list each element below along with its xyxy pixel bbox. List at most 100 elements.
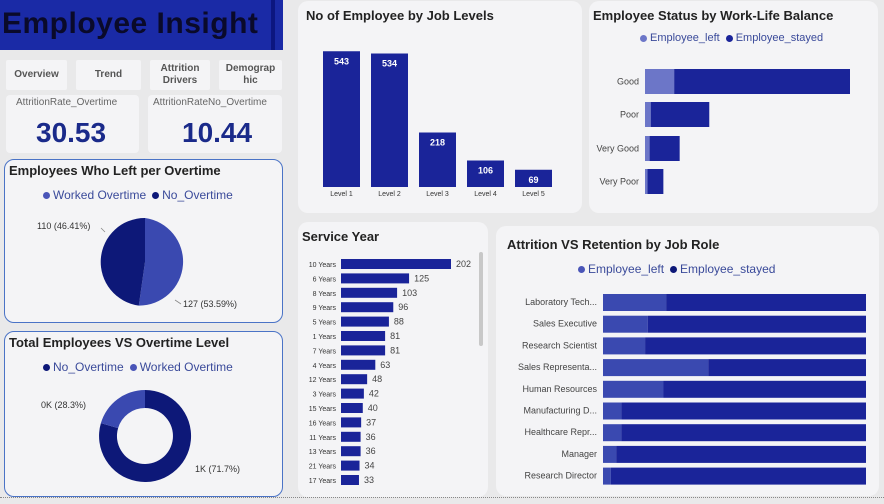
legend-label: Employee_left (650, 32, 720, 44)
job-role-card: Attrition VS Retention by Job Role Emplo… (496, 226, 879, 496)
chart-title: Employees Who Left per Overtime (9, 163, 221, 178)
bar-employee-left[interactable] (603, 359, 709, 377)
kpi-card-overtime: AttritionRate_Overtime 30.53 (6, 95, 139, 153)
y-tick-label: Sales Executive (533, 319, 597, 329)
bar-employee-left[interactable] (603, 445, 617, 463)
y-tick-label: Very Good (596, 144, 639, 154)
work-life-card: Employee Status by Work-Life Balance Emp… (589, 1, 878, 213)
bar-service-year[interactable] (341, 446, 361, 457)
bar-employee-stayed[interactable] (647, 315, 866, 333)
pie-slice-worked-overtime[interactable] (100, 217, 145, 306)
job-role-bar-chart: Laboratory Tech... Sales Executive Researc… (518, 294, 866, 485)
bar-service-year[interactable] (341, 302, 394, 313)
kpi-value: 10.44 (182, 117, 253, 148)
bar-service-year[interactable] (341, 259, 451, 269)
bar-data-label: 125 (414, 273, 429, 283)
bar-employee-stayed[interactable] (610, 467, 866, 485)
x-tick-label: Level 4 (474, 191, 497, 198)
bar-employee-stayed[interactable] (616, 445, 866, 463)
y-tick-label: Manufacturing D... (523, 406, 597, 416)
bar-service-year[interactable] (341, 359, 376, 370)
bar-service-year[interactable] (341, 388, 364, 399)
legend-dot (725, 34, 733, 42)
bar-data-label: 88 (394, 317, 404, 327)
bar-service-year[interactable] (341, 475, 359, 485)
bar-service-year[interactable] (341, 345, 386, 356)
bar-job-level[interactable] (371, 53, 408, 188)
bar-employee-stayed[interactable] (621, 424, 866, 442)
bar-job-level[interactable] (515, 169, 552, 187)
bar-service-year[interactable] (341, 316, 389, 327)
nav-trend-button[interactable]: Trend (76, 60, 141, 90)
kpi-card-no-overtime: AttritionRateNo_Overtime 10.44 (148, 95, 282, 153)
legend-label: No_Overtime (53, 360, 124, 374)
bar-data-label: 534 (382, 59, 397, 69)
y-tick-label: Healthcare Repr... (524, 427, 597, 437)
bar-employee-stayed[interactable] (663, 380, 866, 398)
bar-employee-left[interactable] (603, 315, 648, 333)
y-tick-label: 13 Years (309, 449, 337, 456)
bar-service-year[interactable] (341, 431, 361, 442)
bar-data-label: 103 (402, 288, 417, 298)
y-tick-label: 9 Years (313, 305, 337, 312)
bar-employee-stayed[interactable] (666, 294, 866, 311)
legend-dot (578, 265, 585, 273)
x-tick-label: Level 3 (426, 191, 449, 198)
bar-job-level[interactable] (467, 160, 504, 188)
leader-line (174, 299, 182, 305)
bar-employee-left[interactable] (645, 69, 675, 94)
bar-employee-left[interactable] (645, 169, 648, 194)
dashboard-title-banner: Employee Insight (0, 0, 283, 50)
bar-employee-left[interactable] (645, 136, 650, 161)
bar-employee-stayed[interactable] (674, 69, 850, 94)
work-life-bar-chart: Good Poor Very Good Very Poor (596, 69, 850, 194)
y-tick-label: 16 Years (309, 420, 337, 427)
nav-overview-button[interactable]: Overview (6, 60, 67, 90)
overtime-left-pie: 110 (46.41%) 127 (53.59%) (37, 217, 237, 309)
total-vs-overtime-card: Total Employees VS Overtime Level No_Ove… (4, 331, 283, 497)
legend-dot (152, 191, 160, 199)
chart-legend: No_Overtime Worked Overtime (43, 360, 239, 374)
bar-service-year[interactable] (341, 460, 360, 471)
chart-legend: Worked Overtime No_Overtime (43, 188, 239, 202)
bar-employee-stayed[interactable] (645, 337, 866, 355)
y-tick-label: Research Director (524, 471, 597, 481)
y-tick-label: Good (617, 77, 639, 87)
bar-service-year[interactable] (341, 331, 386, 341)
bar-employee-stayed[interactable] (649, 136, 680, 161)
bar-employee-stayed[interactable] (650, 102, 710, 127)
bar-service-year[interactable] (341, 273, 410, 284)
bar-employee-left[interactable] (603, 467, 611, 485)
bar-employee-left[interactable] (603, 424, 622, 442)
bar-job-level[interactable] (419, 132, 456, 188)
y-tick-label: 15 Years (309, 406, 337, 413)
nav-attrition-drivers-button[interactable]: Attrition Drivers (150, 60, 210, 90)
bar-job-level[interactable] (323, 51, 360, 187)
donut-slice-worked-overtime[interactable] (100, 390, 145, 429)
bar-employee-left[interactable] (603, 380, 664, 398)
overtime-total-donut: 0K (28.3%) 1K (71.7%) (41, 389, 240, 482)
legend-label: Employee_stayed (735, 32, 824, 44)
bar-service-year[interactable] (341, 287, 398, 298)
bar-employee-left[interactable] (645, 102, 651, 127)
donut-slice-no-overtime[interactable] (99, 389, 192, 482)
bar-employee-stayed[interactable] (621, 402, 866, 420)
bar-data-label: 202 (456, 259, 471, 269)
legend-dot (670, 265, 678, 273)
kpi-label: AttritionRateNo_Overtime (153, 97, 267, 108)
bar-data-label: 34 (365, 461, 375, 471)
bar-employee-left[interactable] (603, 337, 646, 355)
bar-employee-left[interactable] (603, 294, 667, 311)
pie-slice-no-overtime[interactable] (138, 218, 184, 306)
bar-service-year[interactable] (341, 374, 368, 385)
scrollbar-thumb[interactable] (479, 252, 483, 346)
bar-employee-stayed[interactable] (647, 169, 664, 194)
y-tick-label: 17 Years (309, 478, 337, 485)
bar-service-year[interactable] (341, 417, 362, 428)
bar-service-year[interactable] (341, 403, 363, 413)
bar-employee-left[interactable] (603, 402, 622, 420)
bar-data-label: 63 (380, 360, 390, 370)
bar-employee-stayed[interactable] (708, 359, 866, 377)
nav-demographic-button[interactable]: Demograp hic (219, 60, 282, 90)
